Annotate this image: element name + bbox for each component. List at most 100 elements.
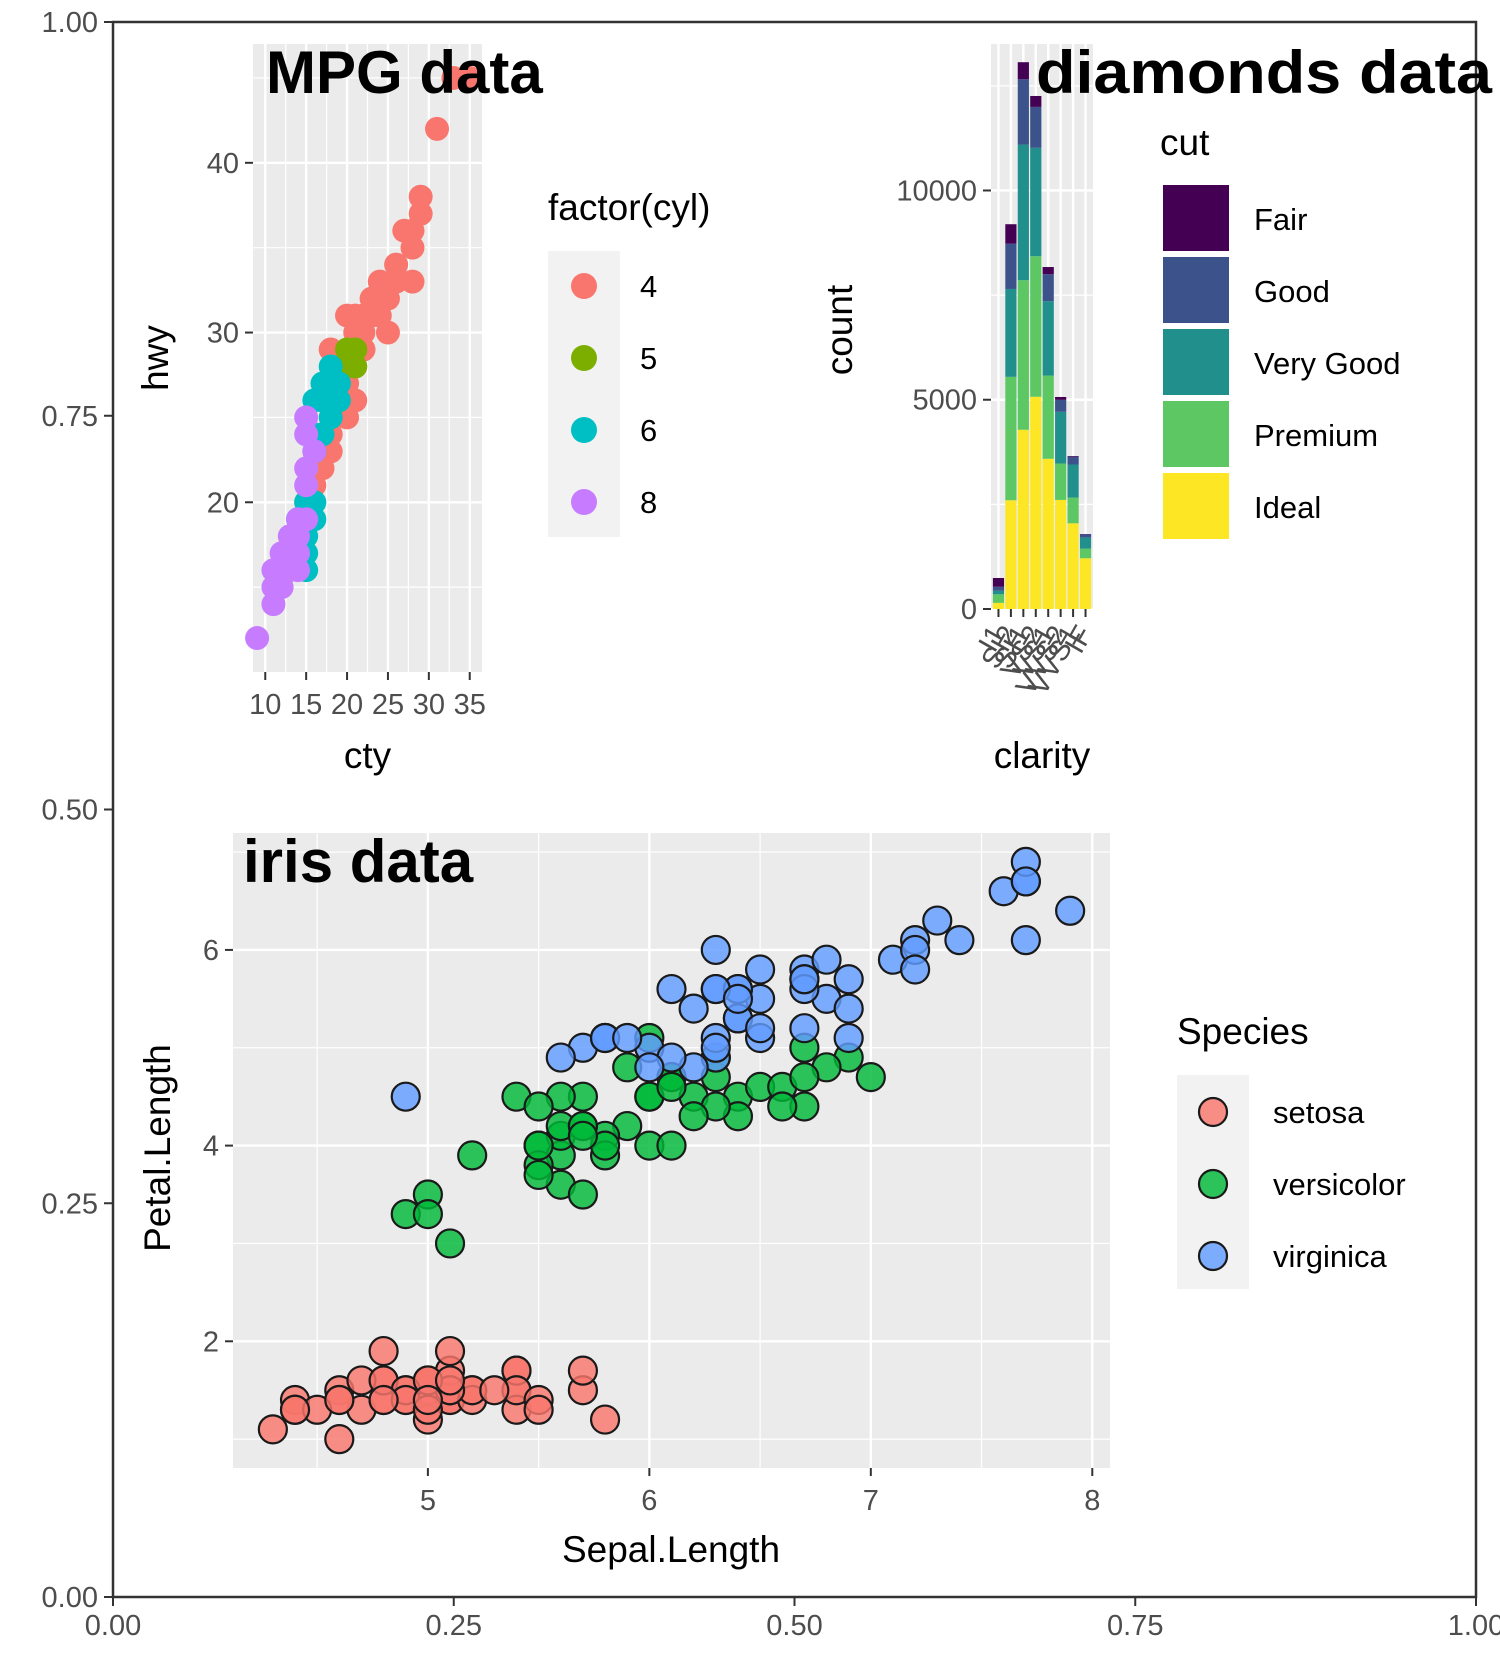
mpg-point-4 [367, 303, 392, 328]
mpg-legend-key-8 [571, 489, 597, 515]
iris-point-versicolor [855, 1062, 886, 1093]
iris-point-virginica [789, 1013, 820, 1044]
diamonds-bar-ideal [1055, 499, 1067, 609]
mpg-point-4 [384, 252, 409, 277]
iris-x-axis-title: Sepal.Length [562, 1529, 780, 1570]
iris-point-versicolor [457, 1140, 488, 1171]
diamonds-legend-title: cut [1160, 122, 1210, 163]
iris-point-setosa [412, 1384, 443, 1416]
iris-point-setosa [257, 1414, 288, 1445]
mpg-x-tick-label: 30 [413, 689, 445, 721]
diamonds-legend-label: Fair [1254, 202, 1307, 237]
diamonds-legend-key-premium [1161, 399, 1231, 469]
diamonds-bar-very-good [1055, 411, 1067, 464]
iris-point-virginica [678, 993, 709, 1024]
outer-x-tick-label: 1.00 [1448, 1610, 1500, 1642]
outer-x-tick-label: 0.75 [1107, 1610, 1163, 1642]
mpg-legend-key-5 [571, 345, 597, 371]
iris-panel: 5 6 7 8 2 4 6 Sepal.Length Petal.Length iris data… [137, 828, 1406, 1570]
mpg-point-4 [457, 65, 482, 90]
mpg-point-6 [318, 354, 343, 379]
outer-axes: 0.00 0.25 0.50 0.75 1.00 0.00 0.25 0.50 0.75 1.00 [42, 7, 1500, 1642]
outer-y-tick-label: 0.25 [42, 1188, 98, 1220]
iris-point-versicolor [767, 1091, 798, 1122]
mpg-legend-title: factor(cyl) [548, 187, 710, 228]
diamonds-bar-ideal [1042, 458, 1054, 609]
mpg-legend-label: 5 [640, 341, 657, 376]
iris-point-virginica [789, 964, 820, 995]
diamonds-legend-label: Premium [1254, 418, 1378, 453]
iris-point-versicolor [789, 1062, 820, 1093]
diamonds-bar-very-good [1005, 288, 1017, 377]
diamonds-bar-very-good [992, 590, 1005, 595]
mpg-x-tick-label: 35 [454, 689, 486, 721]
iris-y-tick-label: 2 [203, 1326, 219, 1358]
mpg-title: MPG data [266, 39, 543, 106]
iris-point-virginica [744, 1013, 776, 1044]
iris-point-virginica [700, 934, 731, 966]
diamonds-bar-ideal [1030, 396, 1042, 609]
diamonds-bar-fair [1067, 456, 1079, 457]
diamonds-bar-fair [1055, 396, 1067, 400]
iris-point-versicolor [678, 1101, 709, 1132]
diamonds-bar-premium [992, 594, 1005, 603]
diamonds-y-tick-label: 5000 [912, 385, 977, 417]
iris-point-versicolor [567, 1179, 599, 1210]
diamonds-bar-good [1067, 456, 1079, 465]
diamonds-bar-fair [992, 577, 1005, 587]
diamonds-bar-very-good [1042, 301, 1054, 376]
diamonds-bar-very-good [1079, 537, 1092, 549]
iris-legend-label: versicolor [1273, 1167, 1406, 1202]
iris-point-virginica [1055, 895, 1086, 926]
diamonds-bar-premium [1055, 463, 1067, 500]
diamonds-bar-premium [1079, 548, 1092, 559]
diamonds-bar-good [1017, 79, 1029, 145]
mpg-legend-key-4 [571, 273, 597, 299]
iris-point-virginica [700, 1032, 731, 1063]
outer-y-tick-label: 0.75 [42, 401, 98, 433]
mpg-x-axis-title: cty [344, 735, 392, 776]
outer-y-tick-label: 0.00 [42, 1582, 98, 1614]
diamonds-legend-key-good [1161, 255, 1231, 325]
diamonds-bar-good [1042, 274, 1054, 302]
iris-point-setosa [434, 1335, 466, 1367]
iris-y-tick-label: 4 [203, 1131, 219, 1163]
mpg-point-4 [425, 116, 450, 141]
diamonds-bar-premium [1005, 376, 1017, 501]
iris-legend-label: setosa [1273, 1095, 1365, 1130]
iris-point-virginica [634, 1052, 665, 1083]
mpg-y-tick-label: 40 [207, 148, 239, 180]
mpg-x-tick-label: 10 [249, 689, 281, 721]
outer-y-tick-label: 0.50 [42, 795, 98, 827]
diamonds-bar-premium [1067, 497, 1079, 524]
diamonds-bar-fair [1042, 267, 1054, 275]
diamonds-bar-fair [1030, 95, 1042, 107]
diamonds-bar-ideal [1079, 558, 1092, 609]
iris-point-versicolor [412, 1198, 443, 1230]
mpg-legend-label: 6 [640, 413, 657, 448]
outer-y-tick-label: 1.00 [42, 7, 98, 39]
mpg-y-axis-title: hwy [135, 325, 176, 391]
diamonds-bar-good [1030, 106, 1042, 148]
mpg-point-6 [310, 388, 335, 413]
mpg-panel: 10 15 20 25 30 35 20 30 40 cty hwy MPG data factor(c… [135, 39, 710, 776]
iris-point-setosa [368, 1335, 399, 1367]
iris-y-axis-title: Petal.Length [137, 1044, 178, 1252]
iris-point-setosa [279, 1394, 311, 1425]
diamonds-bar-ideal [992, 602, 1005, 609]
diamonds-bar-premium [1042, 375, 1054, 459]
iris-legend-key-setosa [1197, 1096, 1229, 1128]
outer-x-tick-label: 0.50 [766, 1610, 822, 1642]
diamonds-panel: I1SI2SI1VS2VS1VVS2VVS1IF0500010000clarit… [819, 39, 1493, 776]
iris-point-setosa [368, 1384, 399, 1416]
mpg-y-tick-label: 30 [207, 318, 239, 350]
iris-point-virginica [1010, 866, 1041, 897]
diamonds-bar-ideal [1005, 500, 1017, 609]
iris-point-versicolor [656, 1071, 687, 1103]
iris-point-virginica [900, 954, 931, 985]
diamonds-legend-label: Ideal [1254, 490, 1321, 525]
iris-point-versicolor [434, 1228, 466, 1259]
mpg-legend-label: 8 [640, 485, 657, 520]
iris-legend-key-virginica [1197, 1240, 1229, 1272]
